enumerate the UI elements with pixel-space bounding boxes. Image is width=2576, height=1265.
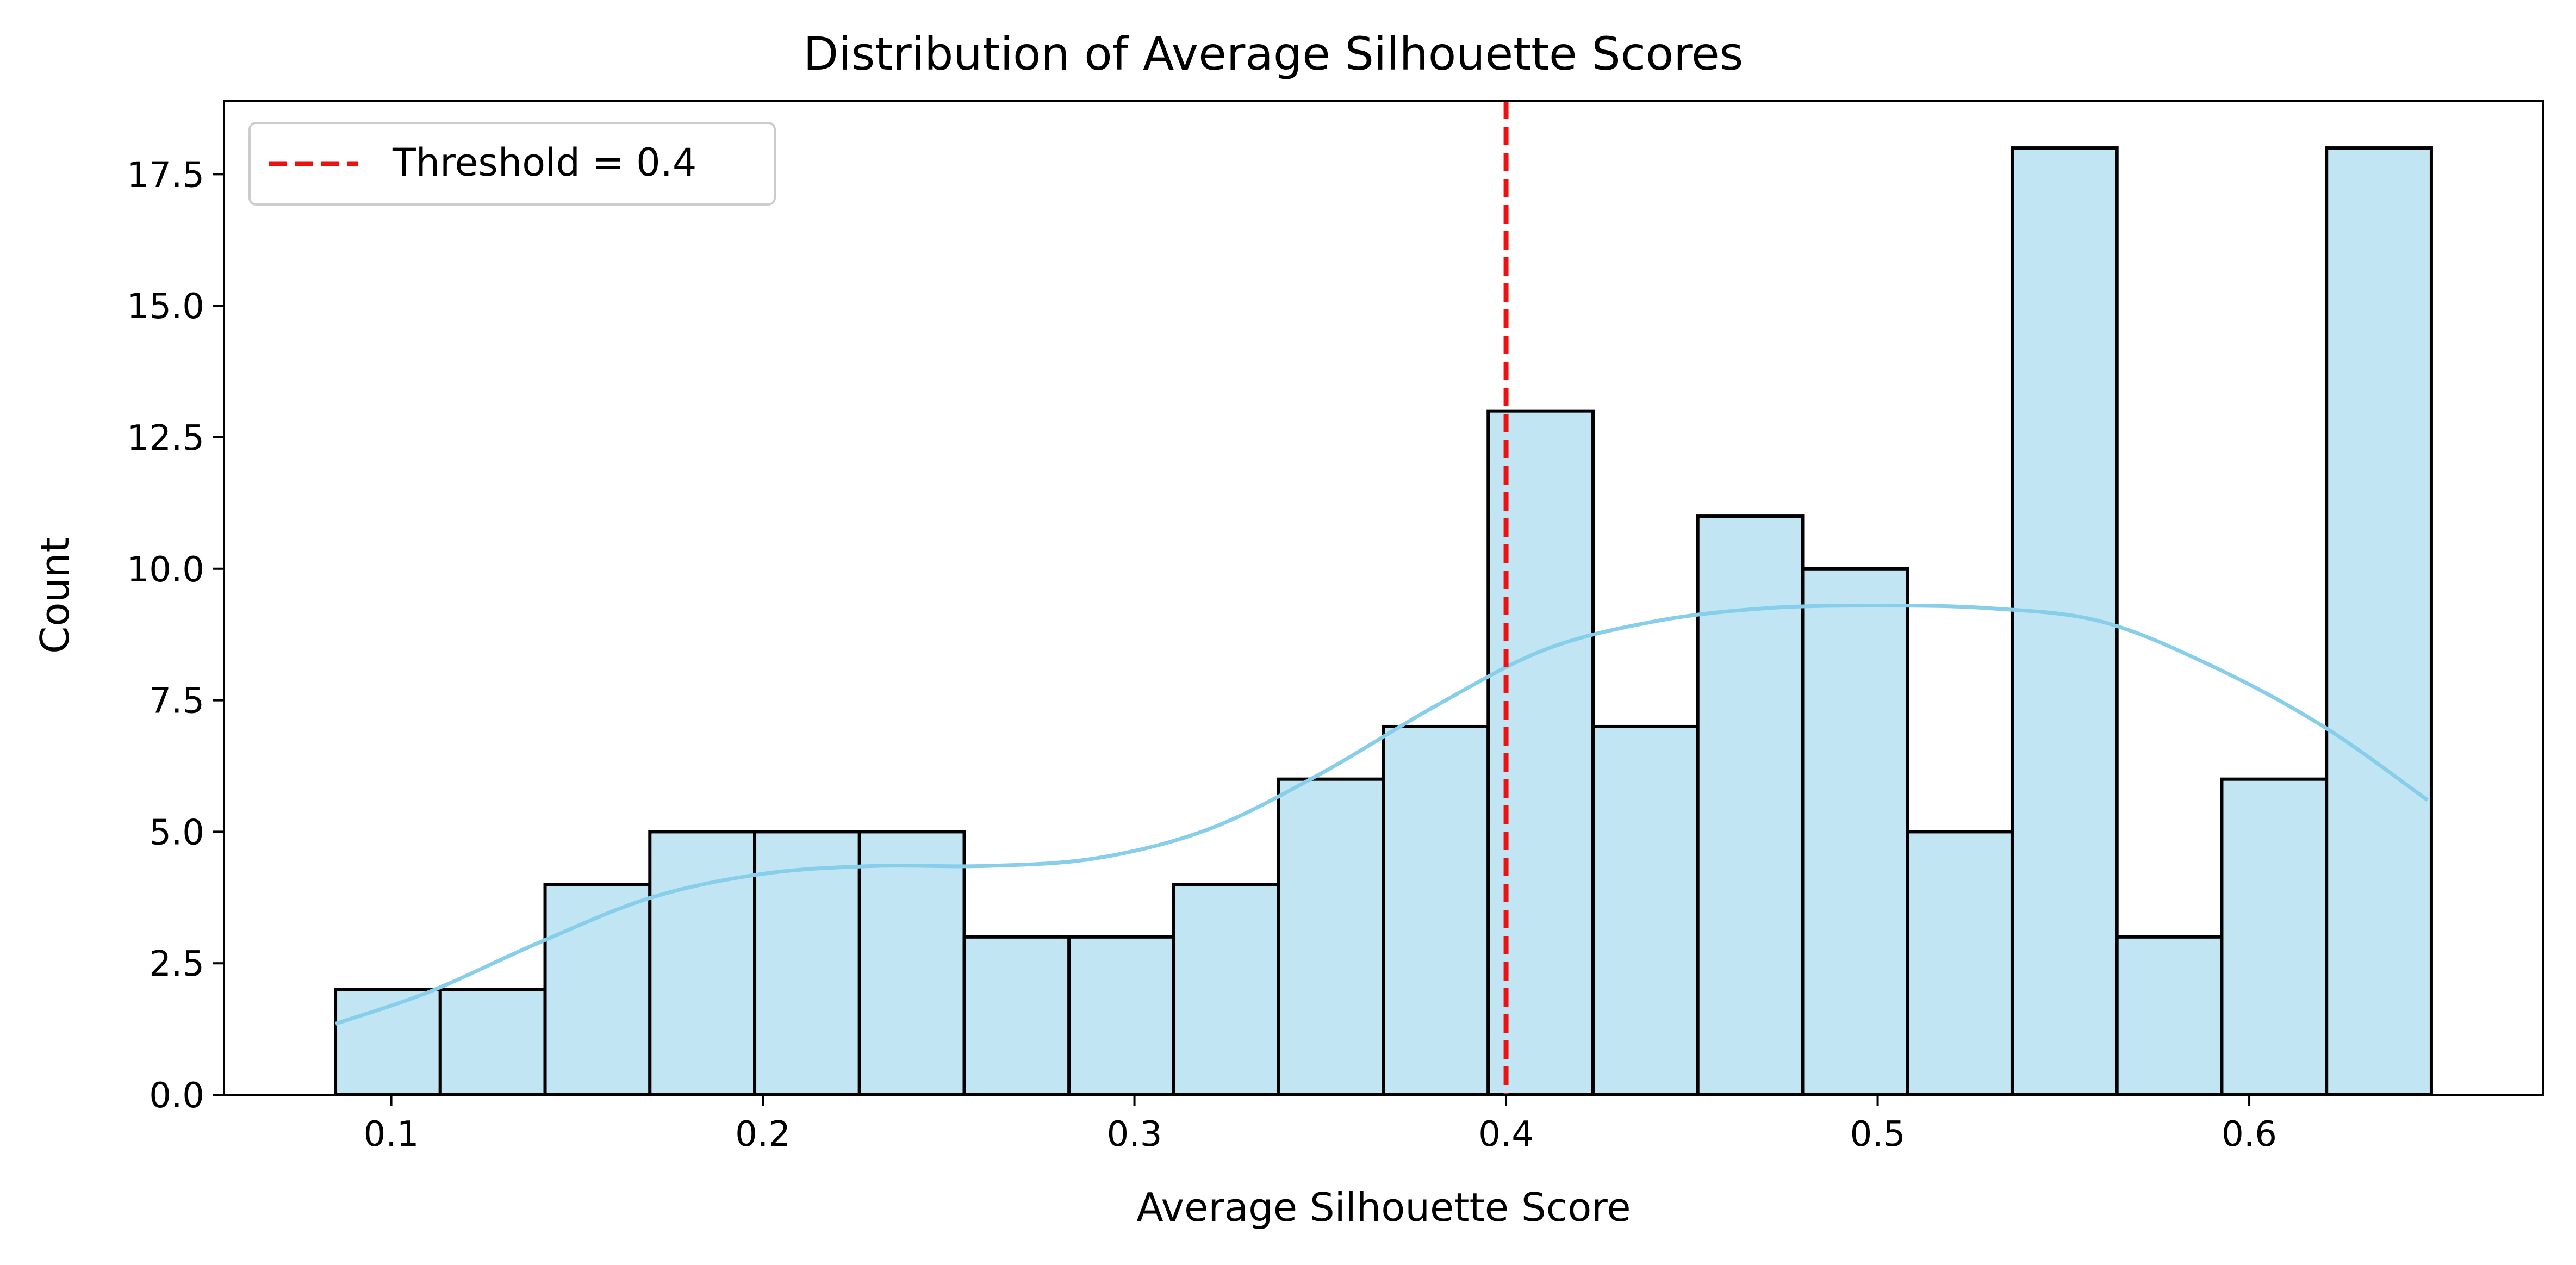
histogram-bar [2115, 935, 2224, 1097]
histogram-bar [857, 830, 966, 1096]
histogram-bar [1277, 777, 1385, 1096]
x-axis-ticks: 0.1 0.2 0.3 0.4 0.5 0.6 [364, 1095, 2277, 1155]
x-tick-label: 0.2 [735, 1114, 791, 1155]
y-tick-label: 7.5 [149, 681, 204, 722]
histogram-bar [962, 935, 1071, 1097]
y-axis-ticks: 0.0 2.5 5.0 7.5 10.0 12.5 15.0 17.5 [127, 155, 224, 1116]
kde-curve [334, 604, 2429, 1026]
histogram-bar [1696, 514, 1805, 1096]
x-tick-label: 0.3 [1107, 1114, 1162, 1155]
y-tick-label: 10.0 [127, 550, 205, 590]
histogram-bar [1591, 724, 1700, 1097]
y-tick-label: 0.0 [149, 1076, 204, 1116]
legend: Threshold = 0.4 [248, 122, 776, 206]
histogram-bar [1172, 883, 1280, 1096]
histogram-bar [2220, 777, 2329, 1096]
histogram-bar [438, 988, 547, 1096]
x-axis-label: Average Silhouette Score [1136, 1185, 1631, 1230]
histogram-bar [1906, 830, 2014, 1096]
histogram-bars [334, 146, 2433, 1097]
y-tick-label: 5.0 [149, 813, 204, 853]
histogram-bar [1801, 567, 1909, 1096]
y-tick-label: 12.5 [127, 418, 205, 458]
legend-threshold-label: Threshold = 0.4 [392, 140, 696, 185]
x-tick-label: 0.5 [1850, 1114, 1906, 1155]
histogram-bar [648, 830, 757, 1096]
histogram-bar [1382, 724, 1490, 1097]
x-tick-label: 0.1 [364, 1114, 419, 1155]
legend-box [248, 122, 776, 206]
x-tick-label: 0.6 [2222, 1114, 2277, 1155]
y-tick-label: 2.5 [149, 944, 204, 984]
y-tick-label: 15.0 [127, 287, 205, 327]
histogram-bar [1067, 935, 1176, 1097]
y-axis-label: Count [32, 537, 78, 654]
y-tick-label: 17.5 [127, 155, 205, 195]
plot-frame [223, 100, 2544, 1096]
chart-title: Distribution of Average Silhouette Score… [804, 27, 1744, 80]
histogram-bar [2325, 146, 2433, 1096]
x-tick-label: 0.4 [1478, 1114, 1534, 1155]
